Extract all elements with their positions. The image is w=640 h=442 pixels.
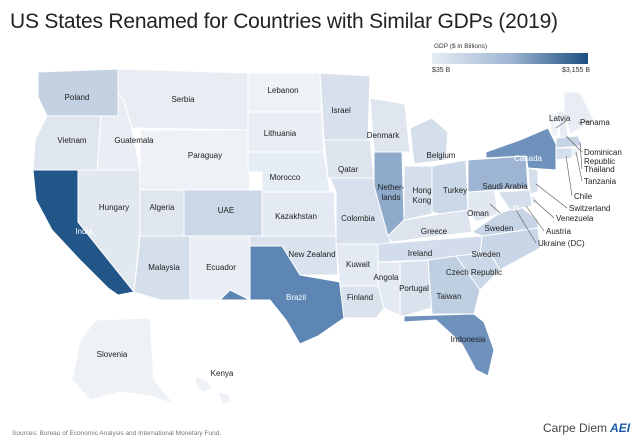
label-new-hampshire: Dominican Republic xyxy=(584,148,622,166)
gdp-legend: GDP ($ in Billions) $35 B $3,155 B xyxy=(432,43,592,77)
state-florida xyxy=(403,313,495,377)
label-north-carolina: Sweden xyxy=(472,250,501,259)
label-south-carolina: Taiwan xyxy=(437,292,462,301)
leader-lines xyxy=(489,120,593,244)
state-michigan xyxy=(409,117,449,165)
state-nebraska xyxy=(247,151,331,193)
label-delaware: Venezuela xyxy=(556,214,594,223)
label-new-mexico: Ecuador xyxy=(206,263,236,272)
label-florida: Indonesia xyxy=(451,335,486,344)
state-alabama xyxy=(399,259,433,317)
legend-color-scale xyxy=(432,53,588,64)
label-maine: Panama xyxy=(580,118,610,127)
label-georgia: Czech Republic xyxy=(446,268,502,277)
label-colorado: UAE xyxy=(218,206,234,215)
label-massachusetts: Thailand xyxy=(584,165,615,174)
state-maryland xyxy=(497,189,533,211)
state-alaska xyxy=(71,317,175,405)
label-dc: Ukraine (DC) xyxy=(538,239,585,248)
state-new-hampshire xyxy=(557,109,569,139)
legend-min-label: $35 B xyxy=(432,67,451,74)
label-oklahoma: New Zealand xyxy=(288,250,335,259)
state-vermont xyxy=(547,111,559,137)
label-new-york: Canada xyxy=(514,154,543,163)
state-connecticut xyxy=(555,147,573,161)
label-pennsylvania: Saudi Arabia xyxy=(482,182,528,191)
label-louisiana: Finland xyxy=(347,293,373,302)
label-illinois: Nether-lands xyxy=(378,183,405,202)
state-wisconsin xyxy=(369,97,411,153)
label-utah: Algeria xyxy=(150,203,175,212)
state-louisiana xyxy=(339,285,385,319)
label-california: India xyxy=(75,227,93,236)
state-texas xyxy=(219,245,345,345)
label-texas: Brazil xyxy=(286,293,306,302)
label-north-dakota: Lebanon xyxy=(267,86,298,95)
label-south-dakota: Lithuania xyxy=(264,129,297,138)
map-title: US States Renamed for Countries with Sim… xyxy=(10,10,558,33)
label-virginia: Sweden xyxy=(485,224,514,233)
state-indiana xyxy=(403,165,433,221)
label-michigan: Belgium xyxy=(427,151,456,160)
state-maine xyxy=(563,91,595,135)
label-missouri: Colombia xyxy=(341,214,375,223)
label-idaho: Guatemala xyxy=(114,136,154,145)
legend-title: GDP ($ in Billions) xyxy=(434,43,487,50)
label-nevada: Hungary xyxy=(99,203,129,212)
legend-max-label: $3,155 B xyxy=(561,67,590,74)
state-new-york xyxy=(485,127,557,171)
state-mississippi xyxy=(377,261,401,317)
label-nebraska: Morocco xyxy=(270,173,301,182)
source-note: Sources: Bureau of Economic Analysis and… xyxy=(12,430,222,437)
label-oregon: Vietnam xyxy=(57,136,87,145)
state-labels: Poland Vietnam Guatemala India Hungary S… xyxy=(57,86,621,378)
state-wyoming xyxy=(139,129,251,191)
label-tennessee: Ireland xyxy=(408,249,432,258)
label-rhode-island: Tanzania xyxy=(584,177,617,186)
label-arizona: Malaysia xyxy=(148,263,180,272)
label-connecticut: Chile xyxy=(574,192,593,201)
label-hawaii: Kenya xyxy=(211,369,234,378)
state-massachusetts xyxy=(555,135,583,149)
label-maryland: Austria xyxy=(546,227,571,236)
state-new-jersey xyxy=(527,167,539,195)
aei-logo: AEI xyxy=(610,421,631,435)
label-ohio: Turkey xyxy=(443,186,467,195)
state-rhode-island xyxy=(571,147,579,157)
label-kansas: Kazakhstan xyxy=(275,212,317,221)
state-arizona xyxy=(133,235,191,301)
label-mississippi: Angola xyxy=(374,273,399,282)
label-alabama: Portugal xyxy=(399,284,429,293)
label-west-virginia: Oman xyxy=(467,209,489,218)
label-iowa: Qatar xyxy=(338,165,358,174)
state-hawaii xyxy=(195,375,233,405)
label-alaska: Slovenia xyxy=(97,350,128,359)
label-minnesota: Israel xyxy=(331,106,351,115)
label-kentucky: Greece xyxy=(421,227,448,236)
label-arkansas: Kuwait xyxy=(346,260,371,269)
state-dc xyxy=(513,205,519,211)
label-new-jersey: Switzerland xyxy=(569,204,610,213)
state-georgia xyxy=(427,255,481,315)
brand-signature: Carpe Diem AEI xyxy=(543,421,630,435)
label-montana: Serbia xyxy=(171,95,195,104)
brand-name: Carpe Diem xyxy=(543,421,608,435)
label-indiana: Hong Kong xyxy=(412,186,431,205)
label-wisconsin: Denmark xyxy=(367,131,400,140)
label-washington: Poland xyxy=(65,93,90,102)
label-vermont: Latvia xyxy=(549,114,571,123)
label-wyoming: Paraguay xyxy=(188,151,222,160)
